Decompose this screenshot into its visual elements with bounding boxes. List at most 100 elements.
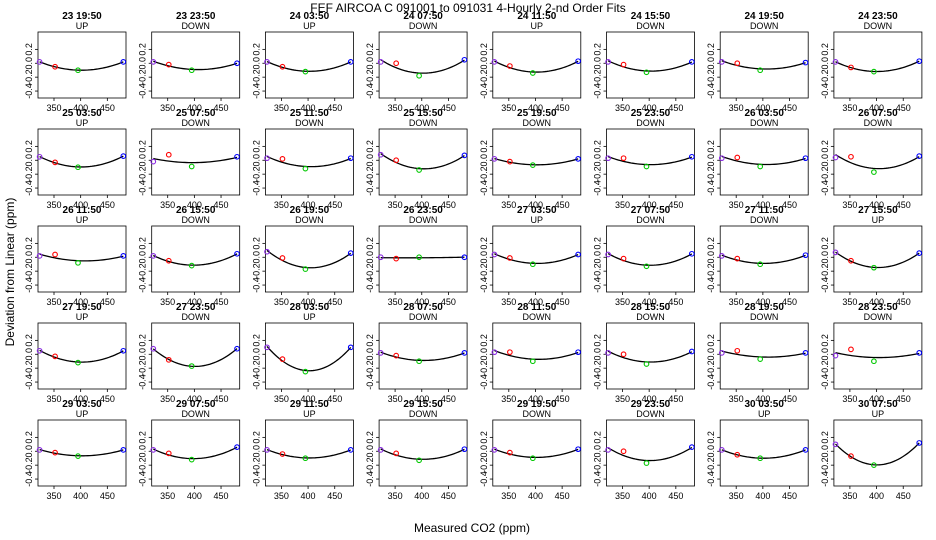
data-point — [52, 251, 58, 258]
data-point — [279, 451, 286, 457]
data-point — [916, 153, 923, 159]
x-tick-label: 350 — [729, 200, 744, 210]
y-tick-label: 0.2 — [365, 140, 375, 153]
panel-mode: DOWN — [523, 312, 552, 322]
y-tick-label: -0.4 — [479, 180, 489, 196]
data-point — [757, 455, 764, 462]
data-point — [52, 449, 58, 456]
panel-title: 26 15:50 — [176, 205, 216, 216]
fit-curve — [494, 448, 579, 459]
x-tick-label: 350 — [501, 297, 516, 307]
panel-title: 26 19:50 — [290, 205, 330, 216]
x-tick-label: 400 — [642, 103, 657, 113]
y-tick-label: 0.0 — [138, 57, 148, 70]
data-point — [757, 67, 764, 74]
x-tick-label: 350 — [842, 297, 857, 307]
x-tick-label: 450 — [441, 297, 456, 307]
x-tick-label: 450 — [214, 394, 229, 404]
fit-curve — [39, 349, 124, 363]
fit-curve — [494, 60, 579, 73]
fit-curve — [835, 352, 920, 359]
y-tick-label: 0.0 — [593, 251, 603, 264]
data-point — [377, 254, 384, 261]
x-tick-label: 400 — [869, 394, 884, 404]
panel-title: 27 15:50 — [858, 205, 898, 216]
data-point — [120, 253, 127, 259]
x-tick-label: 450 — [327, 200, 342, 210]
panel-mode: DOWN — [181, 118, 210, 128]
y-tick-label: 0.0 — [593, 348, 603, 361]
data-point — [491, 156, 498, 162]
y-tick-label: -0.4 — [593, 83, 603, 99]
data-point — [643, 163, 650, 170]
y-tick-label: 0.0 — [251, 154, 261, 167]
y-tick-label: 0.2 — [24, 237, 34, 250]
y-tick-label: 0.2 — [24, 334, 34, 347]
panel-frame — [492, 31, 582, 99]
panel-title: 23 19:50 — [62, 11, 102, 22]
panel-title: 23 23:50 — [176, 11, 216, 22]
data-point — [688, 153, 695, 160]
data-point — [848, 257, 854, 264]
x-tick-label: 400 — [187, 491, 202, 501]
fit-curve — [39, 155, 124, 168]
y-tick-label: 0.2 — [593, 237, 603, 250]
panel-title: 30 07:50 — [858, 399, 898, 410]
data-point — [264, 447, 270, 453]
y-tick-label: -0.2 — [706, 263, 716, 279]
panel-mode: DOWN — [295, 118, 324, 128]
y-tick-label: 0.2 — [479, 43, 489, 56]
data-point — [734, 255, 741, 262]
y-tick-label: 0.0 — [24, 57, 34, 70]
data-point — [150, 447, 157, 453]
data-point — [234, 444, 240, 450]
y-tick-label: 0.0 — [479, 154, 489, 167]
data-point — [377, 447, 384, 453]
x-tick-label: 400 — [528, 491, 543, 501]
y-tick-label: -0.4 — [479, 471, 489, 487]
data-point — [757, 163, 764, 170]
x-tick-label: 450 — [214, 297, 229, 307]
panel-frame — [264, 128, 354, 196]
x-tick-label: 450 — [668, 200, 683, 210]
panel-frame — [833, 419, 923, 487]
fit-curve — [39, 253, 124, 262]
figure-title: FEF AIRCOA C 091001 to 091031 4-Hourly 2… — [310, 1, 625, 15]
fit-curve — [494, 253, 579, 265]
x-tick-label: 350 — [388, 200, 403, 210]
x-tick-label: 450 — [896, 491, 911, 501]
x-tick-label: 450 — [100, 200, 115, 210]
y-tick-label: -0.4 — [365, 83, 375, 99]
y-tick-label: -0.4 — [820, 83, 830, 99]
panel-title: 28 03:50 — [290, 302, 330, 313]
y-tick-label: -0.2 — [820, 457, 830, 473]
y-tick-label: -0.2 — [138, 263, 148, 279]
data-point — [916, 58, 923, 65]
panel-title: 24 19:50 — [744, 11, 784, 22]
x-tick-label: 450 — [441, 491, 456, 501]
data-point — [264, 59, 270, 65]
panel-frame — [151, 225, 241, 293]
fit-curve — [494, 157, 579, 166]
y-tick-label: -0.2 — [706, 69, 716, 85]
panel-title: 24 23:50 — [858, 11, 898, 22]
data-point — [507, 158, 513, 165]
y-tick-label: -0.2 — [138, 457, 148, 473]
panel-mode: UP — [872, 215, 885, 225]
data-point — [279, 255, 286, 261]
data-point — [461, 152, 468, 159]
x-tick-label: 400 — [528, 394, 543, 404]
y-tick-label: 0.2 — [365, 431, 375, 444]
panel-mode: DOWN — [636, 409, 665, 419]
panel-mode: UP — [303, 409, 316, 419]
panel-title: 29 15:50 — [403, 399, 443, 410]
y-tick-label: -0.4 — [593, 180, 603, 196]
y-tick-label: -0.2 — [820, 263, 830, 279]
x-tick-label: 350 — [46, 103, 61, 113]
y-tick-label: 0.2 — [138, 431, 148, 444]
panel-title: 26 03:50 — [744, 108, 784, 119]
